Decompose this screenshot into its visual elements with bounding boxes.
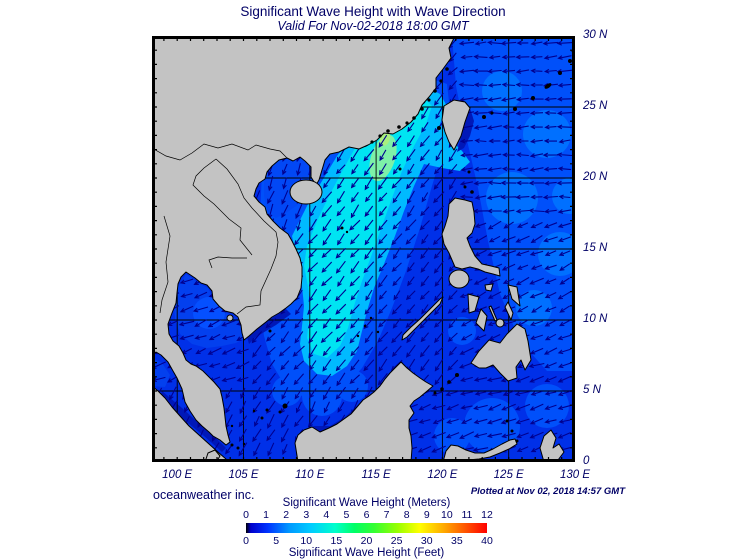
legend-tick-meters: 9 bbox=[423, 509, 430, 521]
lat-axis-label: 0 bbox=[583, 455, 590, 467]
lon-axis-label: 100 E bbox=[162, 469, 193, 481]
island-palawan bbox=[401, 296, 444, 341]
sea-patch-light bbox=[516, 290, 552, 326]
legend-feet-ticks: 0 5 10 15 20 25 30 35 40 bbox=[243, 535, 493, 547]
border-vietnam-laos-cambodia bbox=[215, 158, 279, 315]
legend-tick-meters: 12 bbox=[481, 509, 493, 521]
island-leyte bbox=[504, 301, 514, 321]
lat-axis-label: 5 N bbox=[583, 384, 601, 396]
legend-tick-meters: 4 bbox=[323, 509, 330, 521]
sea-patch-gulf-core bbox=[193, 297, 225, 329]
border-china-vietnam bbox=[152, 143, 288, 161]
sea-patch-celebes bbox=[434, 418, 470, 454]
sea-patch-light bbox=[552, 178, 575, 214]
sea-patch-light bbox=[482, 71, 522, 111]
land-layer bbox=[152, 36, 565, 462]
legend-title-feet: Significant Wave Height (Feet) bbox=[288, 547, 445, 559]
lat-axis-label: 10 N bbox=[583, 313, 608, 325]
page-subtitle: Valid For Nov-02-2018 18:00 GMT bbox=[277, 19, 469, 33]
legend-tick-meters: 5 bbox=[343, 509, 350, 521]
map-frame bbox=[152, 36, 575, 462]
border-thailand-cambodia bbox=[208, 256, 247, 269]
island-mindoro bbox=[448, 269, 470, 289]
legend-tick-meters: 8 bbox=[403, 509, 410, 521]
lat-axis-label: 30 N bbox=[583, 29, 608, 41]
legend-tick-meters: 11 bbox=[461, 509, 473, 521]
sea-region-malacca-dark bbox=[160, 391, 226, 452]
legend-tick-feet: 0 bbox=[243, 535, 249, 547]
island-borneo bbox=[294, 361, 434, 462]
island-bohol bbox=[495, 318, 505, 328]
island-luzon bbox=[441, 197, 501, 277]
legend-colorbar bbox=[246, 523, 487, 533]
legend-tick-meters: 1 bbox=[263, 509, 269, 521]
legend-title-meters: Significant Wave Height (Meters) bbox=[282, 497, 451, 509]
island-hainan bbox=[289, 179, 323, 205]
island-masbate bbox=[484, 283, 494, 292]
legend-tick-feet: 40 bbox=[481, 535, 493, 547]
legend-tick-meters: 3 bbox=[303, 509, 310, 521]
legend-tick-feet: 25 bbox=[390, 535, 403, 547]
wave-map bbox=[152, 36, 575, 462]
land-mainland-asia bbox=[152, 36, 456, 446]
sea-patch-light bbox=[538, 232, 575, 276]
legend-meters-ticks: 0 1 2 3 4 5 6 7 8 9 10 11 12 bbox=[243, 509, 493, 521]
island-taiwan bbox=[441, 99, 471, 151]
sea-patch-south bbox=[336, 370, 368, 402]
legend-tick-feet: 30 bbox=[420, 535, 433, 547]
island-samar bbox=[507, 284, 521, 307]
legend-tick-meters: 7 bbox=[383, 509, 390, 521]
country-borders bbox=[152, 143, 288, 315]
island-sumatra bbox=[152, 385, 229, 462]
lon-axis-label: 120 E bbox=[427, 469, 458, 481]
border-laos-thailand bbox=[192, 158, 253, 256]
sea-patch-light bbox=[523, 110, 571, 158]
island-specks bbox=[230, 49, 575, 450]
sea-patch-celebes bbox=[464, 398, 520, 454]
sea-patch-celebes bbox=[525, 384, 569, 428]
lon-axis-label: 110 E bbox=[295, 469, 325, 481]
credit-text: oceanweather inc. bbox=[153, 488, 255, 502]
legend-tick-meters: 10 bbox=[440, 509, 453, 521]
lon-axis-label: 125 E bbox=[493, 469, 524, 481]
sea-patch-sulu bbox=[448, 317, 476, 345]
island-cebu bbox=[488, 305, 498, 322]
lat-axis-label: 20 N bbox=[583, 171, 608, 183]
legend-tick-feet: 10 bbox=[300, 535, 313, 547]
legend-tick-feet: 35 bbox=[451, 535, 463, 547]
island-panay bbox=[467, 293, 480, 314]
page-title: Significant Wave Height with Wave Direct… bbox=[240, 4, 506, 19]
island-negros bbox=[475, 308, 488, 332]
legend-tick-feet: 15 bbox=[330, 535, 343, 547]
island-mindanao bbox=[470, 323, 532, 382]
border-thailand-myanmar bbox=[159, 215, 171, 314]
legend-tick-meters: 2 bbox=[283, 509, 290, 521]
island-phu-quoc bbox=[226, 314, 234, 322]
lon-axis-label: 105 E bbox=[228, 469, 259, 481]
legend-tick-feet: 5 bbox=[273, 535, 280, 547]
legend-tick-meters: 6 bbox=[363, 509, 370, 521]
legend-tick-feet: 20 bbox=[360, 535, 373, 547]
plotted-text: Plotted at Nov 02, 2018 14:57 GMT bbox=[470, 486, 625, 497]
sea-patch-light bbox=[486, 172, 538, 224]
lat-axis-label: 25 N bbox=[583, 100, 608, 112]
sea-patch-south bbox=[302, 376, 342, 416]
legend-tick-meters: 0 bbox=[243, 509, 249, 521]
lon-axis-label: 130 E bbox=[559, 469, 591, 481]
lat-axis-label: 15 N bbox=[583, 242, 608, 254]
lon-axis-label: 115 E bbox=[361, 469, 391, 481]
